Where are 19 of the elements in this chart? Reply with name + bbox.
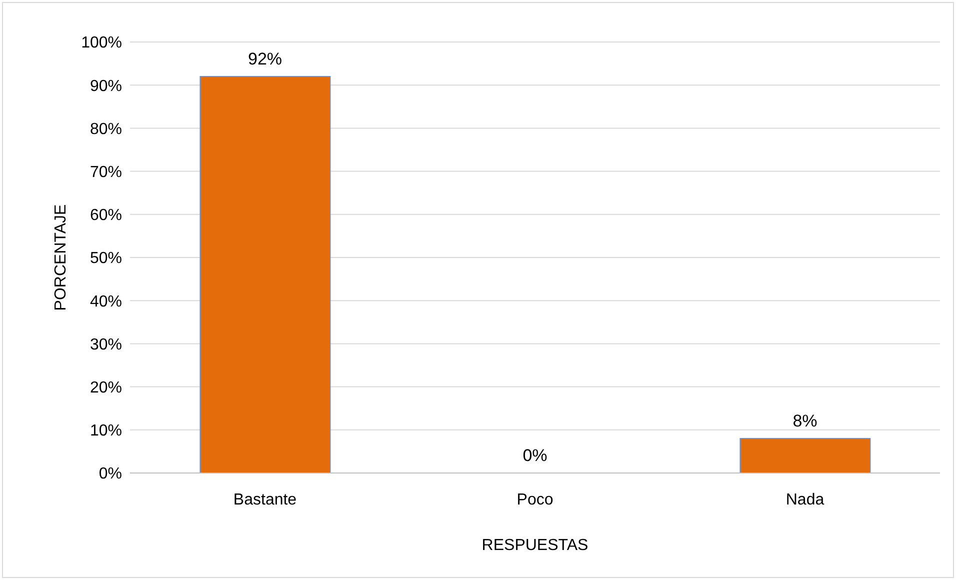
y-tick-label: 80% [90, 120, 122, 138]
y-tick-label: 70% [90, 164, 122, 181]
y-tick-label: 60% [90, 207, 122, 224]
y-tick-label: 40% [90, 293, 122, 310]
x-tick-label: Poco [516, 491, 554, 508]
y-tick-label: 10% [90, 422, 122, 440]
data-label: 8% [792, 412, 818, 431]
y-tick-label: 20% [90, 379, 122, 396]
y-tick-label: 100% [81, 34, 122, 52]
y-tick-label: 90% [90, 78, 122, 95]
y-axis-title: PORCENTAJE [52, 204, 70, 311]
data-label: 0% [522, 446, 548, 465]
data-label: 92% [248, 49, 282, 68]
x-tick-label: Nada [786, 491, 824, 508]
x-tick-label: Bastante [233, 491, 297, 508]
x-axis-title: RESPUESTAS [482, 537, 588, 554]
y-tick-label: 0% [98, 466, 122, 483]
y-tick-label: 30% [90, 336, 122, 354]
y-tick-label: 50% [90, 250, 122, 268]
